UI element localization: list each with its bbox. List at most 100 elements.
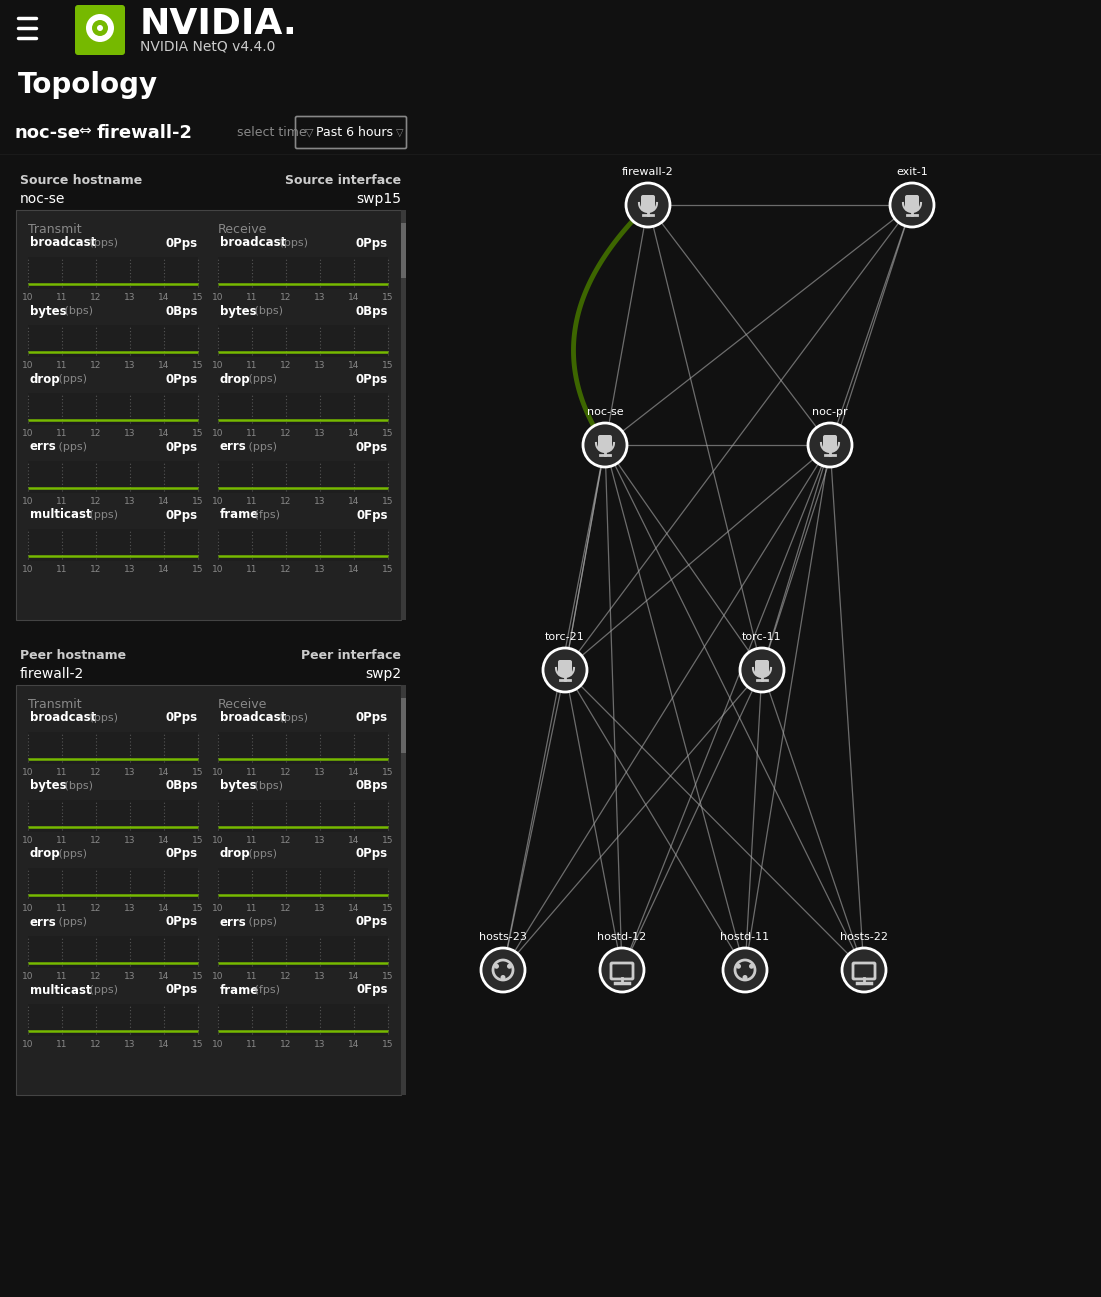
Text: errs: errs: [30, 916, 57, 929]
Text: (fps): (fps): [251, 510, 280, 520]
Text: broadcast: broadcast: [220, 712, 286, 725]
Text: 15: 15: [382, 429, 394, 438]
Text: 0Bps: 0Bps: [165, 305, 198, 318]
Text: ▽: ▽: [396, 127, 403, 137]
Text: ⇔: ⇔: [78, 125, 90, 139]
Text: 0Pps: 0Pps: [166, 916, 198, 929]
Circle shape: [740, 965, 750, 975]
Text: 14: 14: [348, 565, 360, 575]
Text: bytes: bytes: [30, 779, 67, 792]
FancyBboxPatch shape: [28, 529, 198, 562]
Text: 10: 10: [22, 1040, 34, 1049]
Text: NVIDIA NetQ v4.4.0: NVIDIA NetQ v4.4.0: [140, 39, 275, 53]
Text: (bps): (bps): [251, 781, 283, 791]
Text: hosts-23: hosts-23: [479, 933, 527, 942]
Circle shape: [543, 648, 587, 693]
Circle shape: [494, 964, 499, 969]
Text: 15: 15: [193, 837, 204, 846]
Text: 10: 10: [212, 904, 224, 913]
Circle shape: [86, 14, 115, 42]
Text: 11: 11: [247, 837, 258, 846]
Text: 14: 14: [348, 768, 360, 777]
Text: 0Pps: 0Pps: [356, 236, 388, 249]
Text: 11: 11: [247, 361, 258, 370]
Text: 10: 10: [22, 971, 34, 981]
Text: 11: 11: [56, 768, 68, 777]
Text: Past 6 hours: Past 6 hours: [316, 126, 393, 139]
Text: 0Pps: 0Pps: [356, 441, 388, 454]
Text: 10: 10: [22, 361, 34, 370]
Text: 0Pps: 0Pps: [356, 916, 388, 929]
Text: 10: 10: [212, 768, 224, 777]
Text: 0Pps: 0Pps: [166, 441, 198, 454]
Text: (pps): (pps): [55, 850, 87, 859]
Text: 12: 12: [281, 497, 292, 506]
Text: 11: 11: [247, 429, 258, 438]
Circle shape: [498, 965, 508, 975]
Text: 12: 12: [90, 971, 101, 981]
FancyBboxPatch shape: [28, 393, 198, 425]
Text: 14: 14: [159, 565, 170, 575]
Circle shape: [723, 948, 767, 992]
Text: 15: 15: [193, 497, 204, 506]
Text: exit-1: exit-1: [896, 167, 928, 176]
Text: 10: 10: [212, 361, 224, 370]
FancyBboxPatch shape: [218, 257, 388, 289]
Text: 10: 10: [22, 429, 34, 438]
FancyBboxPatch shape: [17, 685, 401, 1095]
Text: 11: 11: [56, 293, 68, 302]
Text: broadcast: broadcast: [220, 236, 286, 249]
Text: 15: 15: [382, 361, 394, 370]
Text: Topology: Topology: [18, 71, 159, 99]
Text: drop: drop: [30, 847, 61, 860]
Text: 11: 11: [247, 904, 258, 913]
Text: (pps): (pps): [244, 442, 276, 451]
Text: 11: 11: [56, 1040, 68, 1049]
FancyBboxPatch shape: [755, 660, 768, 676]
Text: 14: 14: [159, 429, 170, 438]
Text: (pps): (pps): [275, 713, 308, 722]
Text: (pps): (pps): [244, 374, 276, 384]
Text: noc-pr: noc-pr: [813, 407, 848, 418]
Text: 10: 10: [22, 837, 34, 846]
Circle shape: [481, 948, 525, 992]
Text: 12: 12: [281, 293, 292, 302]
Text: 11: 11: [56, 361, 68, 370]
Text: 13: 13: [314, 837, 326, 846]
FancyBboxPatch shape: [905, 195, 919, 211]
Text: hostd-12: hostd-12: [598, 933, 646, 942]
FancyBboxPatch shape: [218, 800, 388, 831]
Text: 0Pps: 0Pps: [356, 712, 388, 725]
Text: (pps): (pps): [55, 442, 87, 451]
Text: 15: 15: [193, 429, 204, 438]
Text: 13: 13: [314, 565, 326, 575]
Circle shape: [626, 183, 671, 227]
Text: 14: 14: [159, 293, 170, 302]
Text: errs: errs: [220, 916, 247, 929]
Text: 0Pps: 0Pps: [166, 236, 198, 249]
Text: swp15: swp15: [356, 192, 401, 206]
Text: 15: 15: [382, 837, 394, 846]
Circle shape: [742, 975, 748, 981]
Text: Receive: Receive: [218, 223, 268, 236]
Text: (pps): (pps): [275, 239, 308, 248]
FancyBboxPatch shape: [218, 393, 388, 425]
Text: 11: 11: [247, 565, 258, 575]
Text: 0Pps: 0Pps: [166, 372, 198, 385]
FancyBboxPatch shape: [17, 210, 401, 620]
FancyBboxPatch shape: [28, 1004, 198, 1036]
Text: (bps): (bps): [251, 306, 283, 316]
Text: (pps): (pps): [244, 850, 276, 859]
Text: 15: 15: [193, 768, 204, 777]
Text: broadcast: broadcast: [30, 712, 96, 725]
Text: 0Bps: 0Bps: [356, 305, 388, 318]
Text: 12: 12: [90, 768, 101, 777]
Text: 10: 10: [212, 497, 224, 506]
FancyBboxPatch shape: [28, 732, 198, 764]
FancyBboxPatch shape: [641, 195, 655, 211]
Text: 11: 11: [56, 837, 68, 846]
Text: 14: 14: [159, 837, 170, 846]
Text: (pps): (pps): [86, 510, 118, 520]
Text: 13: 13: [124, 904, 135, 913]
Text: 14: 14: [159, 1040, 170, 1049]
